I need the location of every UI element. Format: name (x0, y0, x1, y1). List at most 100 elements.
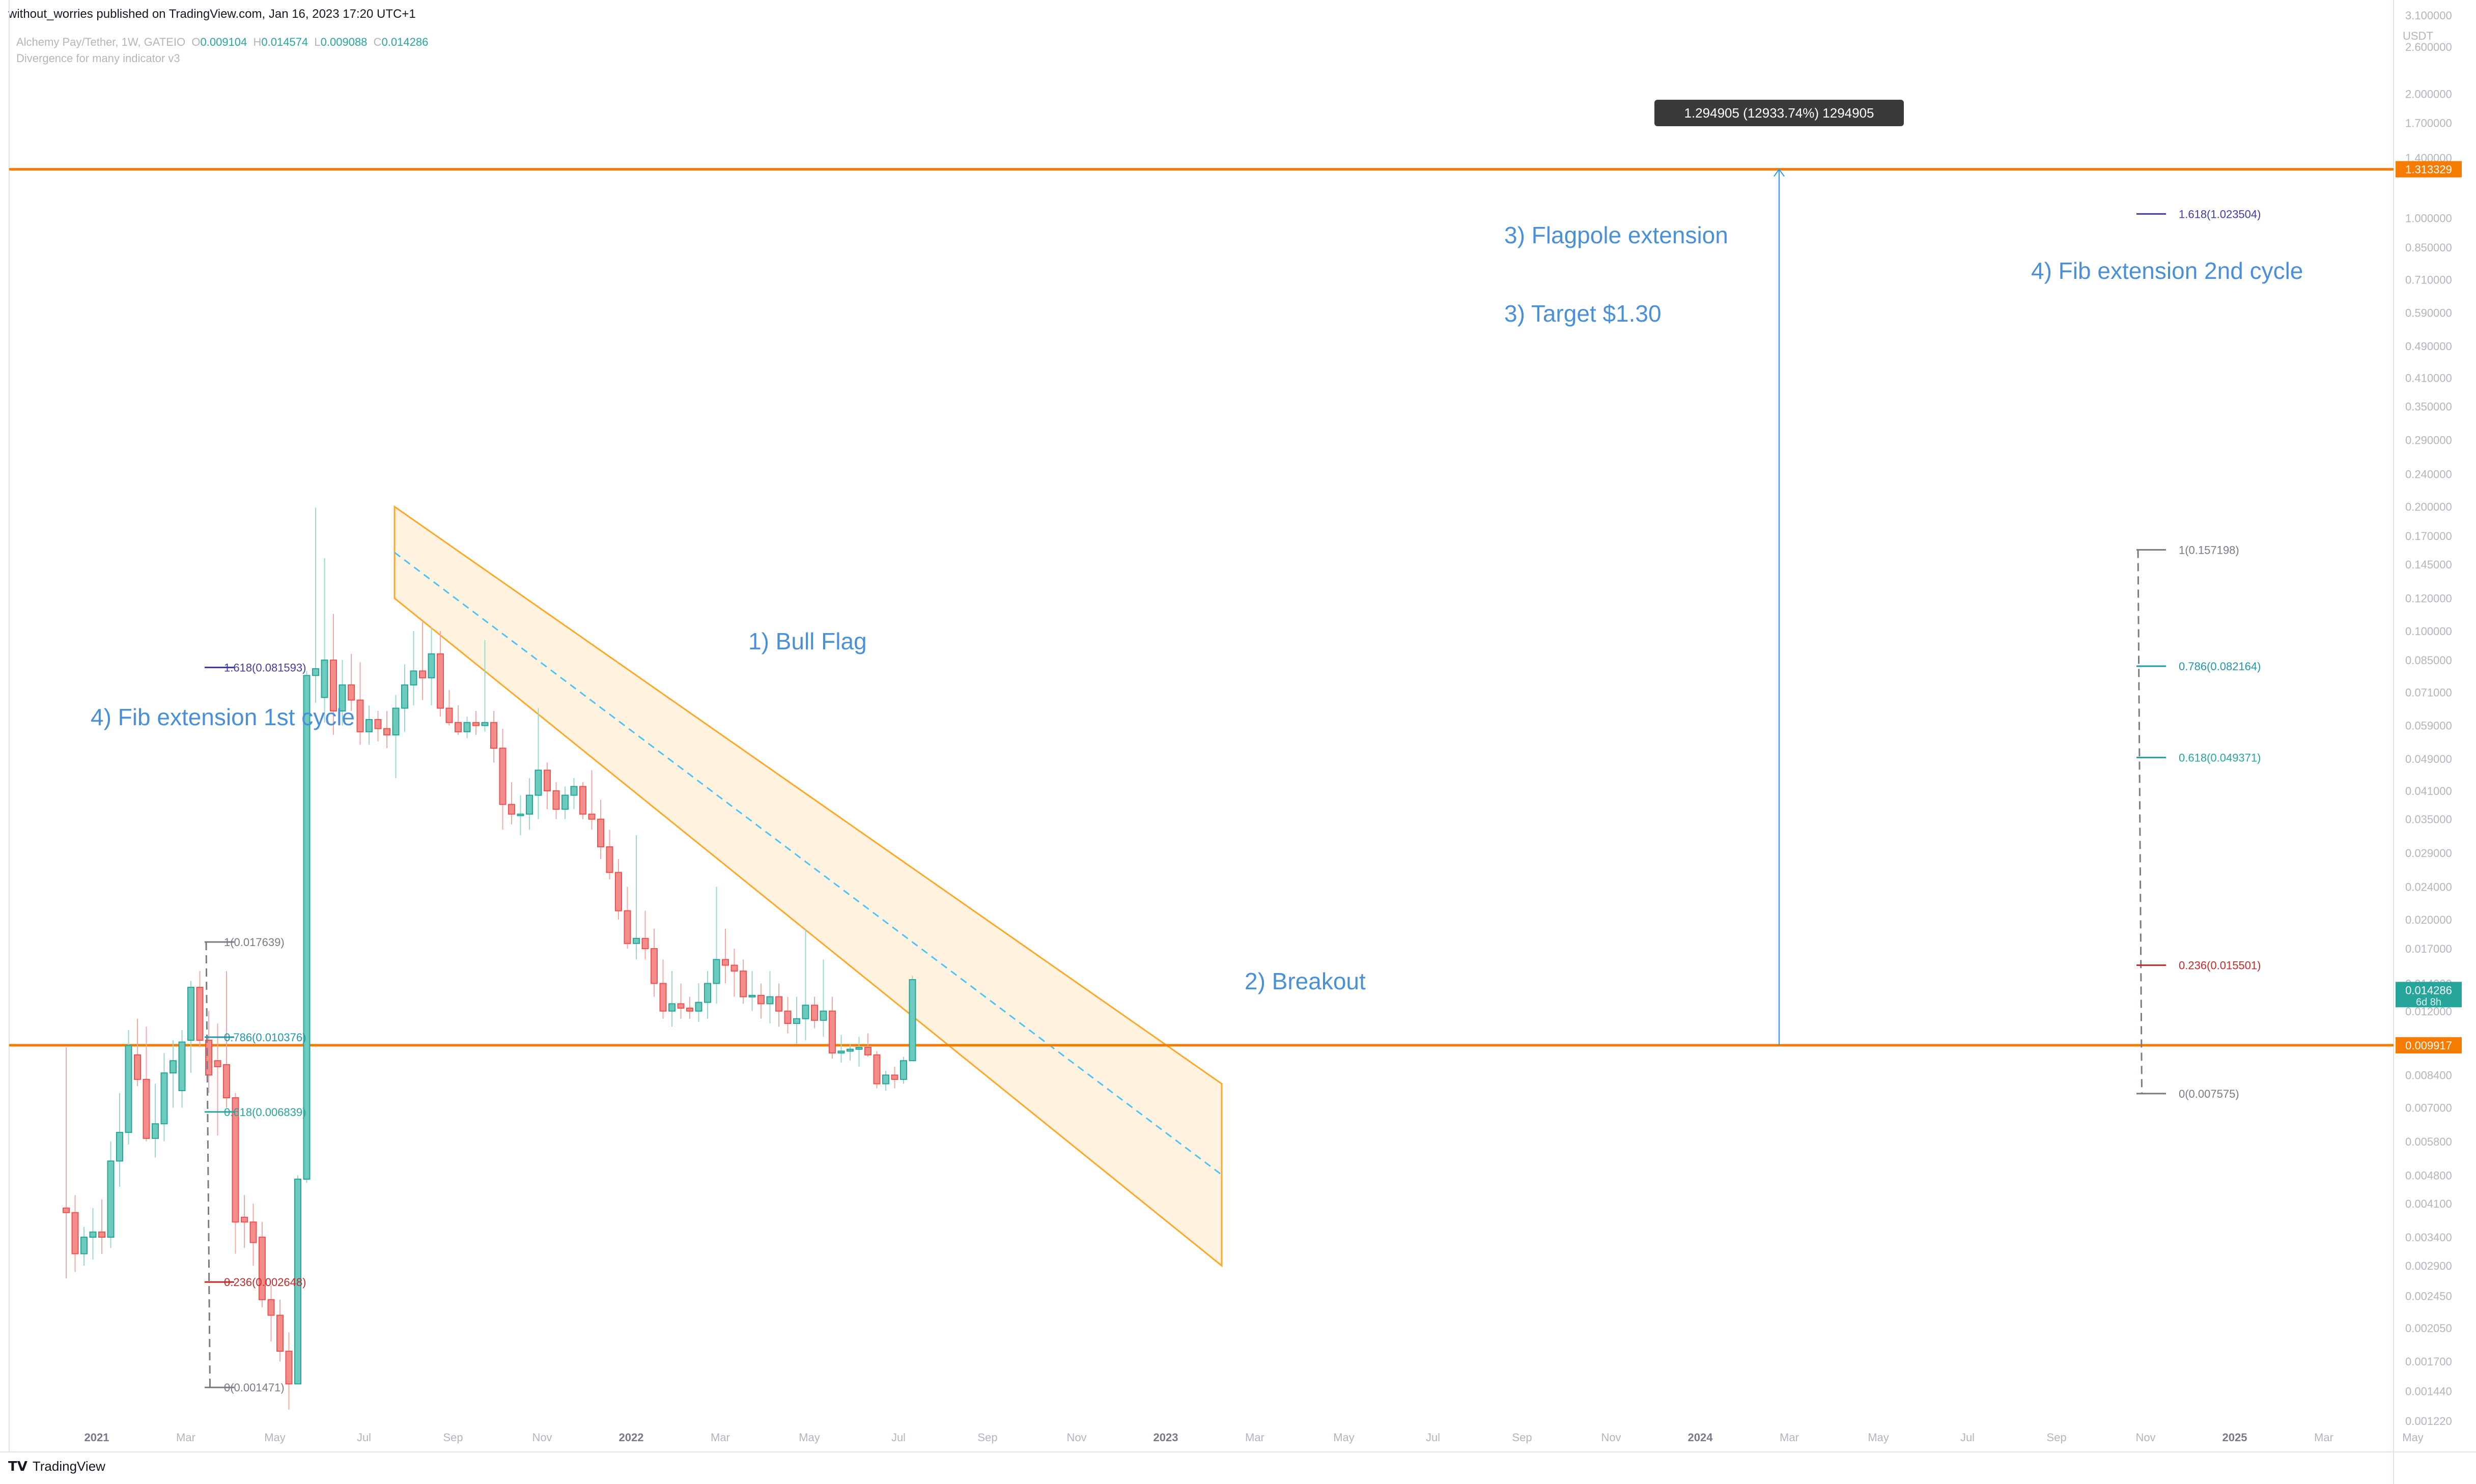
candle-body (695, 1002, 702, 1012)
fib-extensions: 1.618(0.081593) 1(0.017639) 0.786(0.010376… (205, 208, 2261, 1394)
candle-body (89, 1231, 97, 1238)
candle-body (704, 983, 711, 1003)
price-tick-label: 0.041000 (2405, 785, 2452, 797)
price-tick-label: 0.120000 (2405, 592, 2452, 605)
footer: 𝗧𝗩 TradingView (8, 1459, 105, 1474)
price-tick-label: 1.000000 (2405, 212, 2452, 225)
annotation-bull-flag: 1) Bull Flag (748, 628, 867, 654)
time-tick-label: Nov (1066, 1431, 1086, 1444)
time-tick-label: 2022 (619, 1431, 644, 1444)
second-cycle-fib-level-label: 1.618(1.023504) (2179, 208, 2261, 220)
ohlc-close-label: C (373, 36, 382, 48)
time-tick-label: Sep (2046, 1431, 2066, 1444)
price-tick-label: 0.029000 (2405, 847, 2452, 860)
candle-body (820, 1010, 827, 1021)
candle-body (668, 1003, 676, 1012)
candle-body (374, 719, 382, 729)
annotations: 1) Bull Flag 2) Breakout 3) Flagpole exten… (91, 100, 2303, 1045)
candle-body (383, 728, 390, 736)
price-tick-label: 0.290000 (2405, 434, 2452, 447)
candle-body (294, 1178, 301, 1385)
price-tick-label: 0.410000 (2405, 372, 2452, 385)
price-tick-label: 0.710000 (2405, 273, 2452, 286)
price-tick-label: 0.590000 (2405, 306, 2452, 319)
candle-body (356, 699, 364, 732)
candle-body (534, 769, 542, 796)
price-tick-label: 0.002900 (2405, 1260, 2452, 1272)
candle-body (276, 1315, 284, 1352)
annotation-fib-first-cycle: 4) Fib extension 1st cycle (91, 704, 355, 730)
support-price-tag-label: 0.009917 (2405, 1039, 2452, 1052)
price-tick-label: 0.002050 (2405, 1322, 2452, 1334)
price-tick-label: 0.005800 (2405, 1135, 2452, 1148)
indicator-legend[interactable]: Divergence for many indicator v3 (16, 52, 180, 65)
candle-body (170, 1060, 177, 1074)
price-tick-label: 0.004100 (2405, 1197, 2452, 1210)
tradingview-logo-icon: 𝗧𝗩 (8, 1459, 27, 1474)
candle-body (205, 1040, 212, 1076)
candle-body (455, 722, 462, 732)
candle-body (748, 994, 756, 997)
time-tick-label: Nov (1601, 1431, 1621, 1444)
candle-body (526, 794, 533, 815)
ohlc-high-label: H (253, 36, 262, 48)
candle-body (847, 1048, 854, 1052)
resistance-price-tag-label: 1.313329 (2405, 163, 2452, 176)
candle-body (445, 707, 453, 723)
current-price-tag-label: 0.014286 (2405, 984, 2452, 996)
candle-body (160, 1072, 168, 1125)
candle-body (437, 653, 444, 709)
candle-body (891, 1074, 898, 1080)
time-tick-label: Jul (1960, 1431, 1975, 1444)
candle-body (597, 818, 604, 847)
candle-body (722, 959, 729, 966)
measure-label: 1.294905 (12933.74%) 1294905 (1684, 105, 1874, 121)
time-tick-label: Jul (891, 1431, 906, 1444)
candle-body (606, 846, 613, 873)
horizontal-levels (9, 168, 2394, 1047)
price-tick-label: 0.049000 (2405, 753, 2452, 765)
price-tick-label: 3.100000 (2405, 9, 2452, 22)
footer-brand[interactable]: TradingView (32, 1459, 105, 1474)
candle-body (428, 653, 435, 678)
candle-body (508, 804, 515, 815)
candle-body (740, 971, 747, 997)
candle-body (330, 660, 337, 712)
candle-body (267, 1299, 275, 1316)
candle-body (651, 948, 658, 984)
candle-body (829, 1010, 836, 1054)
time-tick-label: May (2402, 1431, 2424, 1444)
time-tick-label: Mar (1780, 1431, 1799, 1444)
price-axis[interactable]: USDT3.1000002.6000002.0000001.7000001.40… (2396, 9, 2462, 1428)
second-cycle-fib-level-label: 0.236(0.015501) (2179, 959, 2261, 972)
candle-body (793, 1018, 800, 1024)
candle-body (615, 872, 622, 911)
candle-body (71, 1212, 79, 1254)
time-tick-label: Mar (711, 1431, 730, 1444)
candle-body (552, 790, 560, 810)
price-tick-label: 0.003400 (2405, 1231, 2452, 1244)
price-tick-label: 0.001220 (2405, 1415, 2452, 1428)
time-tick-label: 2025 (2222, 1431, 2247, 1444)
candle-body (900, 1060, 907, 1080)
time-tick-label: Nov (2135, 1431, 2155, 1444)
ohlc-low-label: L (314, 36, 321, 48)
candle-body (125, 1045, 132, 1133)
channel-midline (394, 552, 1222, 1176)
first-cycle-fib-level-label: 0.236(0.002648) (224, 1276, 306, 1289)
candle-body (134, 1054, 141, 1080)
candle-body (561, 794, 569, 810)
candle-body (232, 1097, 239, 1223)
time-tick-label: May (799, 1431, 820, 1444)
time-axis[interactable]: 2021 Mar May Jul Sep Nov 2022 Mar May Jul Sep Nov 20… (85, 1431, 2424, 1444)
candle-body (766, 996, 774, 1005)
current-price-tag (2396, 982, 2462, 1008)
first-cycle-fib-dash (205, 942, 211, 1388)
second-cycle-fib-dash (2137, 550, 2143, 1094)
time-tick-label: May (1333, 1431, 1355, 1444)
price-tick-label: 0.059000 (2405, 720, 2452, 732)
second-cycle-fib-level-label: 1(0.157198) (2179, 544, 2239, 556)
first-cycle-fib-level-label: 0(0.001471) (224, 1381, 285, 1394)
time-tick-label: 2024 (1688, 1431, 1713, 1444)
